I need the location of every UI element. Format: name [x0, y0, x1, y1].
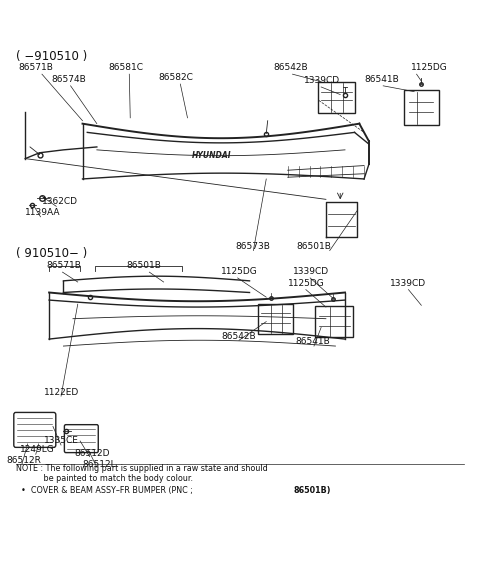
Text: 86542B: 86542B — [221, 332, 255, 341]
Text: NOTE : The following part is supplied in a raw state and should: NOTE : The following part is supplied in… — [16, 464, 267, 473]
Text: •  COVER & BEAM ASSY–FR BUMPER (PNC ;: • COVER & BEAM ASSY–FR BUMPER (PNC ; — [16, 486, 195, 495]
Text: 86501B): 86501B) — [293, 486, 331, 495]
Text: 86512D: 86512D — [74, 449, 109, 459]
Text: 86501B: 86501B — [126, 261, 161, 270]
FancyBboxPatch shape — [315, 306, 353, 338]
Text: 86541B: 86541B — [296, 337, 331, 346]
Text: ( −910510 ): ( −910510 ) — [16, 50, 87, 63]
Text: 1339CD: 1339CD — [304, 75, 340, 85]
FancyBboxPatch shape — [258, 304, 293, 335]
Text: 1339CD: 1339CD — [292, 267, 329, 276]
Text: be painted to match the body colour.: be painted to match the body colour. — [16, 474, 192, 483]
Text: 1139AA: 1139AA — [25, 208, 61, 217]
Text: 1122ED: 1122ED — [44, 388, 80, 397]
Text: 1362CD: 1362CD — [42, 197, 78, 207]
Text: 86574B: 86574B — [51, 75, 86, 84]
Text: HYUNDAI: HYUNDAI — [192, 151, 231, 160]
Text: 86512R: 86512R — [6, 456, 41, 466]
Text: 86581C: 86581C — [109, 63, 144, 73]
Text: 86573B: 86573B — [235, 242, 270, 250]
FancyBboxPatch shape — [404, 91, 439, 125]
Text: 1339CD: 1339CD — [390, 279, 426, 288]
Text: 1125DG: 1125DG — [411, 63, 447, 73]
Text: 86582C: 86582C — [159, 73, 194, 82]
Text: 86542B: 86542B — [274, 63, 308, 73]
Text: 86571B: 86571B — [18, 63, 53, 73]
Text: 86571B: 86571B — [47, 261, 82, 270]
Text: 1125DG: 1125DG — [221, 267, 258, 276]
Text: 1335CE: 1335CE — [44, 436, 79, 445]
Text: 86512L: 86512L — [83, 460, 116, 469]
Text: 1125DG: 1125DG — [288, 279, 324, 288]
FancyBboxPatch shape — [14, 412, 56, 448]
Text: 86501B: 86501B — [296, 242, 331, 250]
Text: ( 910510− ): ( 910510− ) — [16, 247, 87, 260]
Text: 86541B: 86541B — [364, 75, 399, 84]
Text: 1249LG: 1249LG — [20, 445, 54, 455]
FancyBboxPatch shape — [318, 82, 356, 113]
FancyBboxPatch shape — [64, 425, 98, 453]
